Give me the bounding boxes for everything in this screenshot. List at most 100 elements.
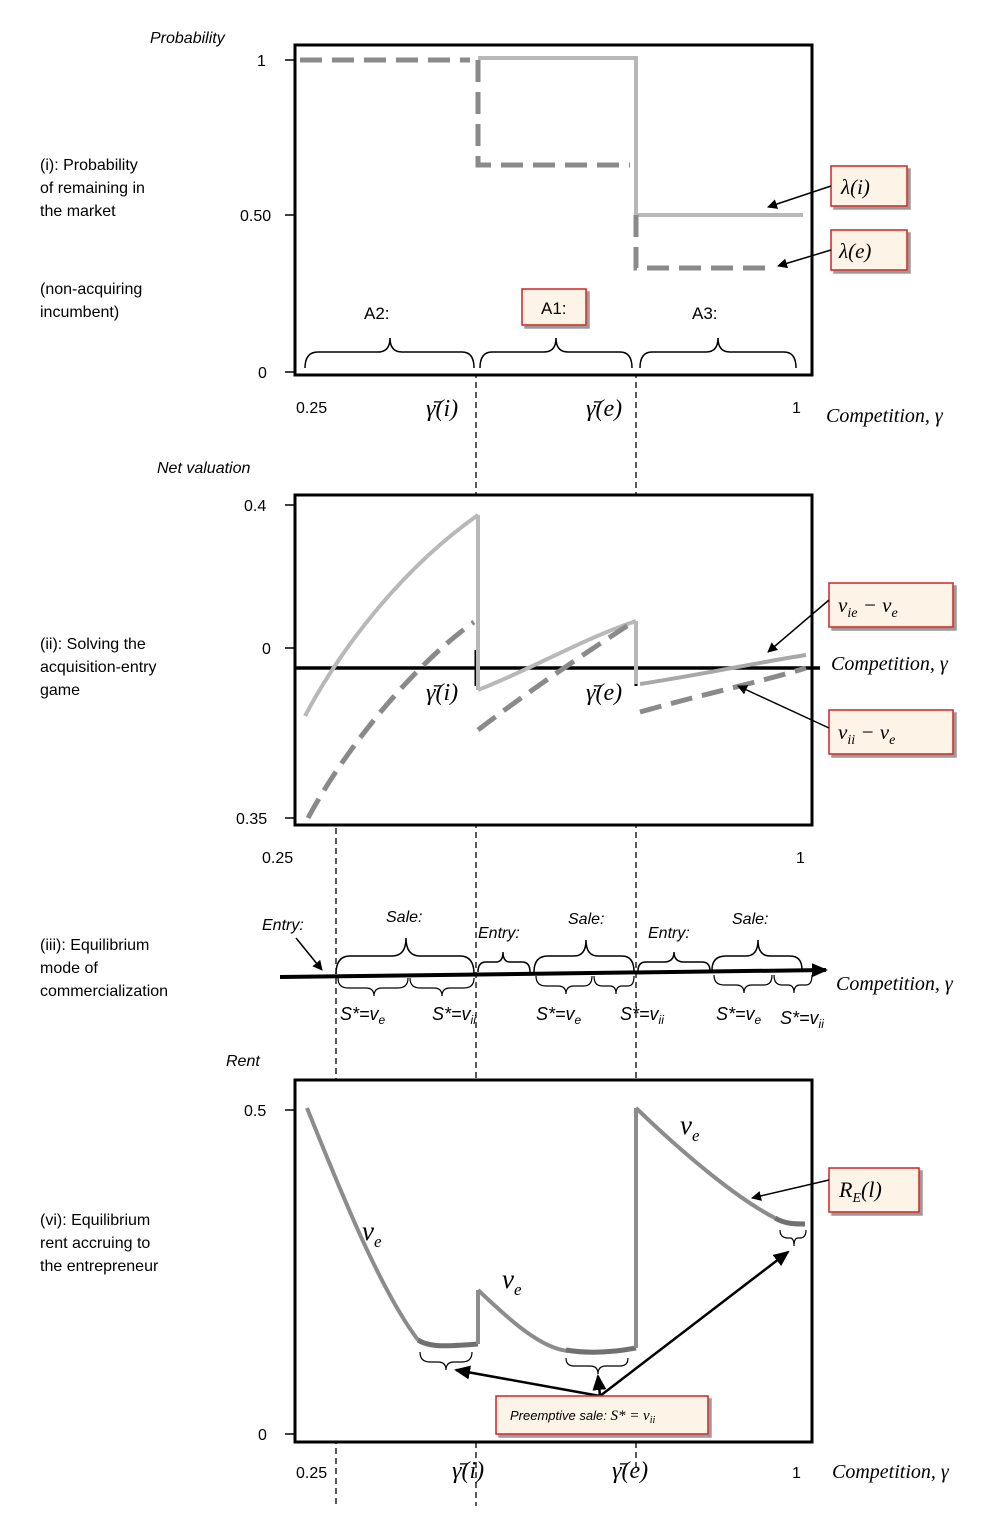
panel2-ytick-04: 0.4	[244, 498, 266, 515]
panel4-x-title: Competition, γ	[832, 1461, 950, 1483]
lambda-e-drop2	[633, 215, 772, 271]
mode-sale-3: Sale:	[732, 911, 768, 928]
panel1-frame	[293, 43, 814, 377]
subbrace-5	[713, 974, 773, 994]
panel2-xtick-025: 0.25	[262, 850, 293, 867]
svg-text:(non-acquiring: (non-acquiring	[40, 281, 142, 298]
svg-text:the market: the market	[40, 203, 116, 220]
vii-curve-a1	[476, 621, 632, 732]
svg-text:of remaining in: of remaining in	[40, 180, 145, 197]
subbrace-3	[535, 975, 593, 995]
panel2-ytick-035: 0.35	[236, 811, 267, 828]
svg-text:incumbent): incumbent)	[40, 304, 119, 321]
mode-entry-3: Entry:	[648, 925, 690, 942]
mode-entry-2: Entry:	[478, 925, 520, 942]
mode-sale-1: Sale:	[386, 909, 422, 926]
s-star-labels: S*=ve S*=vii S*=ve S*=vii S*=ve S*=vii	[340, 1004, 824, 1031]
legend-vie: vie − ve	[838, 593, 898, 621]
panel2-y-title: Net valuation	[157, 460, 250, 477]
svg-text:rent accruing to: rent accruing to	[40, 1235, 150, 1252]
panel2-frame	[293, 493, 814, 827]
panel4-xtick-1: 1	[792, 1465, 801, 1482]
rent-flat-a1	[565, 1345, 637, 1355]
brace-a1	[479, 337, 633, 369]
lambda-e-drop1	[475, 60, 630, 168]
rent-flat-a3	[773, 1215, 806, 1227]
brace-entry-3	[637, 951, 711, 972]
region-a3-label: A3:	[692, 304, 718, 323]
legend-arrow-re	[751, 1179, 830, 1201]
svg-text:(ii): Solving the: (ii): Solving the	[40, 636, 146, 653]
legend-lambda-i-box	[830, 165, 908, 207]
panel2-x-title: Competition, γ	[831, 653, 949, 675]
panel1-xtick-1: 1	[792, 400, 801, 417]
flat-brace-1	[419, 1351, 473, 1371]
flat-brace-3	[779, 1229, 807, 1247]
rent-curve-a2	[305, 1107, 420, 1342]
panel4-y-title: Rent	[226, 1053, 260, 1070]
legend-lambda-e-box	[830, 229, 908, 271]
panel3-side-label: (iii): Equilibrium mode of commercializa…	[40, 937, 168, 1000]
legend-arrow-vie	[767, 599, 830, 653]
svg-text:S*=ve: S*=ve	[716, 1004, 762, 1027]
legend-re: RE(l)	[838, 1177, 882, 1206]
legend-vie-box	[828, 582, 954, 628]
rent-flat-a2	[416, 1337, 479, 1349]
panel1-ytick-1: 1	[257, 53, 266, 70]
subbrace-4	[593, 975, 635, 995]
legend-arrow-vii	[737, 685, 830, 729]
panel3-x-title: Competition, γ	[836, 973, 954, 995]
preemptive-label: Preemptive sale: S* = vii	[510, 1408, 655, 1426]
brace-sale-1	[335, 937, 475, 975]
panel1-xtick-025: 0.25	[296, 400, 327, 417]
flat-brace-2	[565, 1357, 629, 1375]
vii-curve-a2	[305, 619, 476, 820]
subbrace-2	[409, 977, 475, 997]
brace-entry-2	[477, 951, 531, 973]
panel2-gamma-e: γ̄(e)	[586, 680, 622, 706]
panel1-x-title: Competition, γ	[826, 405, 944, 427]
curve-label-ve-3: ve	[680, 1110, 700, 1145]
svg-text:S*=vii: S*=vii	[432, 1004, 476, 1027]
brace-sale-3	[711, 939, 803, 971]
rent-curve-a1	[476, 1288, 569, 1353]
curve-label-ve-1: ve	[362, 1216, 382, 1251]
svg-text:S*=vii: S*=vii	[780, 1008, 824, 1031]
legend-lambda-i: λ(i)	[840, 175, 870, 199]
preempt-arrow-3	[599, 1250, 790, 1397]
vie-curve-a1	[477, 619, 637, 692]
panel4-ytick-05: 0.5	[244, 1103, 266, 1120]
preempt-arrow-1	[454, 1365, 601, 1398]
panel4-xtick-025: 0.25	[296, 1465, 327, 1482]
svg-text:S*=vii: S*=vii	[620, 1004, 664, 1027]
panel3-axis	[279, 963, 828, 979]
panel-net-valuation: Net valuation 0.4 0 0.35 0.25 1 (ii): So…	[40, 460, 954, 867]
region-a2-label: A2:	[364, 304, 390, 323]
entry-pointer	[295, 937, 323, 971]
panel2-xtick-1: 1	[796, 850, 805, 867]
panel2-gamma-i: γ̄(i)	[426, 680, 458, 706]
panel4-gamma-e: γ̄(e)	[612, 1458, 648, 1484]
svg-text:(vi): Equilibrium: (vi): Equilibrium	[40, 1212, 150, 1229]
legend-arrow-i	[767, 185, 832, 209]
brace-a2	[304, 337, 475, 369]
panel4-side-label: (vi): Equilibrium rent accruing to the e…	[40, 1212, 159, 1275]
vie-curve-a2	[303, 513, 480, 717]
panel4-frame	[293, 1078, 814, 1444]
panel2-side-label: (ii): Solving the acquisition-entry game	[40, 636, 157, 699]
panel1-side-label: (i): Probability of remaining in the mar…	[40, 157, 145, 321]
svg-text:(iii): Equilibrium: (iii): Equilibrium	[40, 937, 149, 954]
panel4-ytick-0: 0	[258, 1427, 267, 1444]
svg-text:game: game	[40, 682, 80, 699]
subbrace-1	[337, 977, 409, 997]
svg-text:commercialization: commercialization	[40, 983, 168, 1000]
subbrace-6	[773, 974, 813, 994]
region-a1-label: A1:	[541, 299, 567, 318]
panel1-ytick-050: 0.50	[240, 208, 271, 225]
panel1-ytick-0: 0	[258, 365, 267, 382]
panel-rent: Rent 0.5 0 0.25 1 Competition, γ γ̄(i) γ…	[40, 1053, 950, 1484]
vie-curve-a3	[639, 653, 807, 686]
panel-probability: Probability 1 0.50 0 0.25 1 Competition,…	[40, 30, 944, 427]
panel-commercialization: (iii): Equilibrium mode of commercializa…	[40, 909, 954, 1031]
